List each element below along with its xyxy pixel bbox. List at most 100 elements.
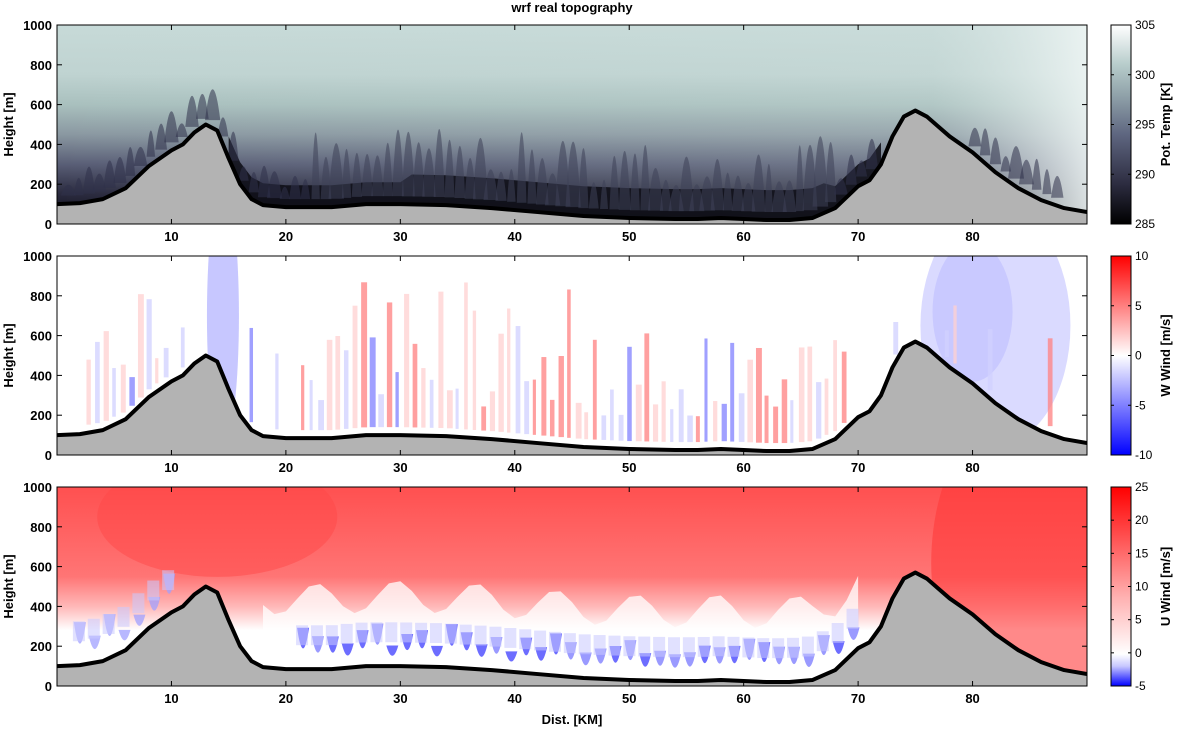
w-streak [129, 377, 135, 406]
temp-plume [565, 141, 581, 208]
y-tick-label: 200 [30, 177, 52, 192]
y-tick-label: 400 [30, 137, 52, 152]
x-tick-label: 10 [164, 691, 178, 706]
w-streak [678, 389, 684, 443]
y-tick-label: 600 [30, 98, 52, 113]
x-tick-label: 50 [622, 229, 636, 244]
w-streak [833, 340, 837, 432]
w-streak [86, 359, 91, 425]
colorbar-tick-label: 285 [1135, 217, 1155, 231]
w-streak [644, 333, 650, 442]
w-streak [670, 409, 674, 443]
temp-plume [401, 131, 415, 197]
temp-plume [855, 160, 868, 177]
w-streak [987, 329, 993, 391]
temp-plume [82, 166, 96, 194]
w-streak [773, 406, 779, 444]
w-streak [721, 403, 727, 442]
colorbar-tick-label: -5 [1135, 679, 1146, 693]
w-streak [481, 406, 487, 431]
y-tick-label: 800 [30, 58, 52, 73]
w-streak [738, 393, 745, 442]
temp-plume [328, 143, 344, 199]
x-tick-label: 40 [508, 460, 522, 475]
x-tick-label: 40 [508, 691, 522, 706]
temp-plume [516, 132, 527, 203]
temp-plume [751, 154, 766, 212]
temp-plume [454, 145, 466, 199]
w-streak [163, 347, 169, 378]
w-streak [764, 395, 769, 444]
temp-plume [103, 160, 116, 188]
temp-plume [371, 155, 384, 197]
temp-plume [865, 138, 879, 170]
y-tick-label: 1000 [23, 480, 52, 495]
w-streak [438, 291, 444, 429]
w-streak [807, 346, 813, 442]
w-streak [661, 381, 666, 442]
w-streak [841, 351, 847, 423]
x-tick-label: 70 [851, 229, 865, 244]
temp-plume [227, 131, 239, 161]
temp-plume [741, 183, 756, 212]
w-streak [309, 380, 313, 431]
temp-plume [527, 149, 537, 204]
w-streak [652, 404, 659, 442]
y-tick-label: 400 [30, 599, 52, 614]
temp-plume [196, 93, 209, 119]
w-streak [335, 336, 341, 430]
w-streak [249, 327, 254, 423]
temp-plume [1000, 156, 1011, 172]
temp-plume [146, 130, 156, 157]
w-streak [446, 390, 453, 429]
x-tick-label: 20 [279, 460, 293, 475]
w-streak [361, 282, 368, 428]
temp-plume [133, 146, 148, 166]
temp-plume [1018, 159, 1034, 185]
x-tick-label: 50 [622, 691, 636, 706]
temp-plume [629, 153, 640, 211]
w-streak [584, 412, 589, 440]
temp-plume [834, 178, 848, 195]
plot-frame [56, 486, 1088, 687]
colorbar-tick-label: 300 [1135, 68, 1155, 82]
w-streak [627, 346, 632, 442]
w-streak [798, 347, 805, 443]
y-tick-label: 200 [30, 408, 52, 423]
temp-plume [578, 148, 589, 209]
w-streak [180, 327, 185, 368]
reverse-flow [802, 653, 815, 667]
reverse-flow [386, 645, 399, 656]
reverse-flow [430, 645, 443, 657]
temp-plume [812, 136, 829, 207]
colorbar-tick-label: 25 [1135, 480, 1149, 494]
temp-plume [600, 179, 609, 209]
temp-plume [731, 175, 745, 211]
temp-plume [699, 176, 715, 211]
temp-plume [73, 177, 84, 196]
temp-plume [782, 180, 797, 213]
x-tick-label: 10 [164, 460, 178, 475]
temp-plume [507, 169, 516, 202]
reverse-flow [505, 651, 518, 662]
temp-plume [618, 150, 631, 210]
w-streak [704, 338, 708, 442]
reverse-flow [148, 597, 161, 611]
temp-plume [205, 89, 221, 121]
w-streak [790, 400, 794, 443]
temp-plume [92, 173, 107, 192]
temp-plume [771, 181, 787, 213]
temp-plume [979, 128, 991, 156]
w-streak [713, 401, 718, 442]
temp-plume [535, 158, 549, 205]
temp-plume [257, 165, 271, 198]
temp-plume [989, 137, 1002, 165]
temp-plume [659, 179, 672, 211]
plot-frame [56, 24, 1088, 225]
colorbar-tick-label: -10 [1135, 448, 1153, 462]
y-tick-label: 0 [45, 679, 52, 694]
w-streak [275, 353, 279, 430]
colorbar-label: U Wind [m/s] [1158, 547, 1173, 626]
field-3 [57, 487, 1087, 686]
